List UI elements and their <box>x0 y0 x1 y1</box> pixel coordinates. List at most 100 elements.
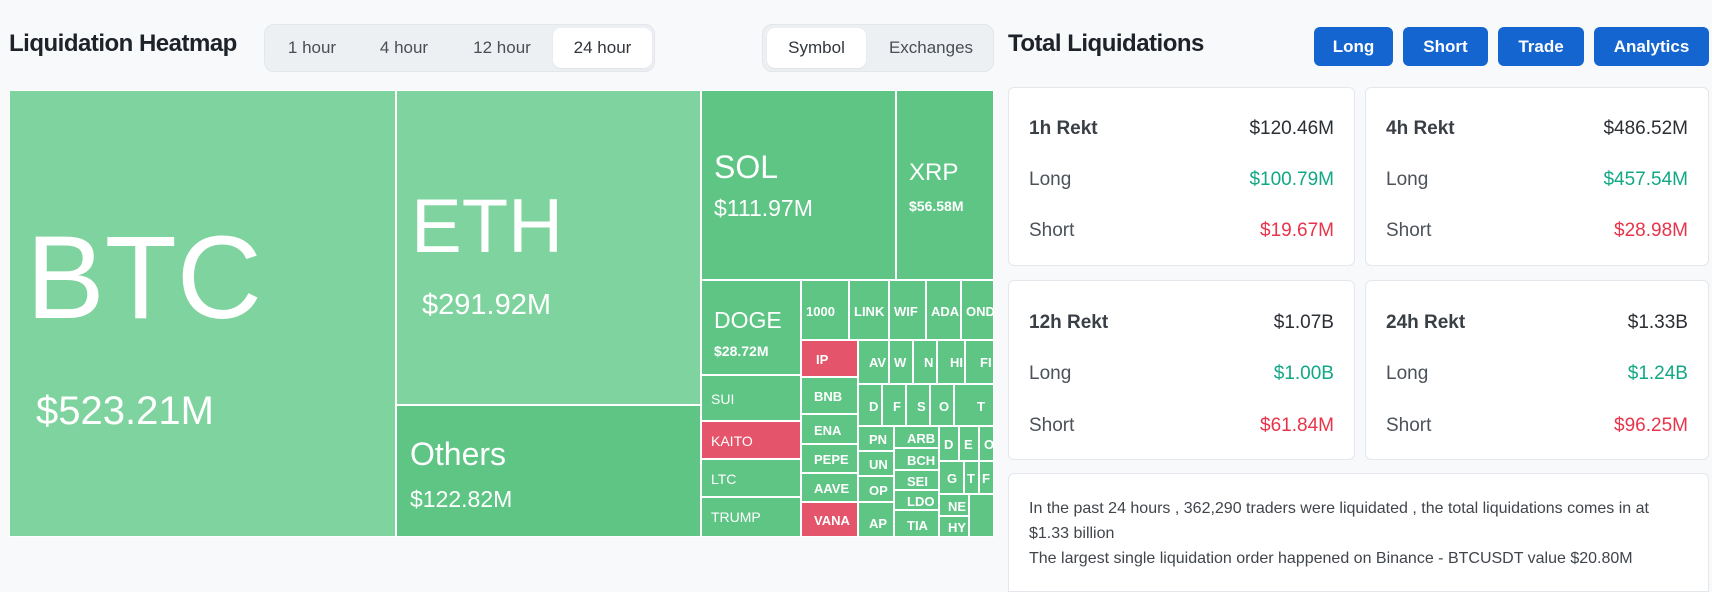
tile-ltc[interactable]: LTC <box>701 459 801 497</box>
tile-ip[interactable]: IP <box>801 340 858 377</box>
tile-ondo[interactable]: ONDO <box>961 280 994 340</box>
tile-small[interactable]: D <box>858 384 882 426</box>
tile-sui[interactable]: SUI <box>701 375 801 421</box>
heatmap-title: Liquidation Heatmap <box>9 30 237 57</box>
tile-small-symbol: T <box>967 471 975 486</box>
tile-wif[interactable]: WIF <box>889 280 926 340</box>
total-liquidations-title: Total Liquidations <box>1008 30 1204 57</box>
tile-others-symbol: Others <box>410 436 507 472</box>
tile-small[interactable]: O <box>979 426 994 461</box>
tile-small-symbol: O <box>939 399 950 414</box>
rekt-period-label: 1h Rekt <box>1029 118 1098 139</box>
tile-vana-symbol: VANA <box>814 513 850 528</box>
tile-eth[interactable]: ETH $291.92M <box>396 90 701 405</box>
tile-small-symbol: FI <box>980 355 992 370</box>
tab-exchanges[interactable]: Exchanges <box>888 38 974 57</box>
tile-small-symbol: W <box>894 355 907 370</box>
tile-small[interactable]: F <box>979 461 994 494</box>
tab-12-hour[interactable]: 12 hour <box>473 38 531 57</box>
long-value: $100.79M <box>1249 169 1334 190</box>
tile-small[interactable]: TIA <box>894 510 939 537</box>
rekt-period-label: 12h Rekt <box>1029 312 1109 333</box>
tile-small[interactable]: T <box>964 461 979 494</box>
tile-eth-symbol: ETH <box>411 184 563 269</box>
tile-1000[interactable]: 1000 <box>801 280 849 340</box>
tile-small[interactable]: O <box>930 384 954 426</box>
tile-small[interactable]: E <box>959 426 979 461</box>
tab-24-hour[interactable]: 24 hour <box>553 28 652 68</box>
tile-btc[interactable]: BTC $523.21M <box>9 90 396 537</box>
tile-aave[interactable]: AAVE <box>801 473 858 502</box>
timeframe-selector: 1 hour 4 hour 12 hour 24 hour <box>264 24 655 72</box>
tile-xrp-symbol: XRP <box>909 159 959 186</box>
tile-small[interactable]: S <box>906 384 930 426</box>
tile-small[interactable]: AV <box>858 340 889 384</box>
analytics-button[interactable]: Analytics <box>1594 27 1709 66</box>
group-selector: Symbol Exchanges <box>762 24 994 72</box>
tile-small[interactable]: HI <box>937 340 965 384</box>
tile-xrp[interactable]: XRP $56.58M <box>896 90 994 280</box>
tile-small[interactable]: N <box>913 340 937 384</box>
tile-small-symbol: OP <box>869 483 888 498</box>
tile-bnb-symbol: BNB <box>814 389 843 404</box>
tab-1-hour[interactable]: 1 hour <box>287 38 337 57</box>
short-value: $61.84M <box>1260 415 1334 436</box>
tab-symbol[interactable]: Symbol <box>767 28 866 68</box>
tile-small-symbol: SEI <box>907 474 928 489</box>
tile-trump-symbol: TRUMP <box>711 509 761 525</box>
tile-kaito-symbol: KAITO <box>711 433 753 449</box>
tab-4-hour[interactable]: 4 hour <box>379 38 429 57</box>
tile-kaito[interactable]: KAITO <box>701 421 801 459</box>
tile-small-symbol: BCH <box>907 453 936 468</box>
tile-small[interactable]: SEI <box>894 470 939 490</box>
tile-others[interactable]: Others $122.82M <box>396 405 701 537</box>
tile-small[interactable]: NE <box>939 494 969 516</box>
tile-small[interactable]: D <box>939 426 959 461</box>
rekt-total-value: $486.52M <box>1603 118 1688 139</box>
rekt-card-1h: 1h Rekt $120.46M Long $100.79M Short $19.67… <box>1008 87 1355 266</box>
tile-ena[interactable]: ENA <box>801 414 858 444</box>
tile-small-symbol: D <box>869 399 879 414</box>
tile-small-symbol: S <box>917 399 926 414</box>
tile-small[interactable]: AP <box>858 502 894 537</box>
tile-sol[interactable]: SOL $111.97M <box>701 90 896 280</box>
long-button[interactable]: Long <box>1314 27 1393 66</box>
tile-pepe[interactable]: PEPE <box>801 444 858 473</box>
tile-ada[interactable]: ADA <box>926 280 961 340</box>
tile-sol-value: $111.97M <box>714 195 813 221</box>
rekt-total-value: $1.07B <box>1273 312 1334 333</box>
tile-aave-symbol: AAVE <box>814 481 850 496</box>
long-label: Long <box>1386 363 1429 384</box>
tile-small[interactable]: ARB <box>894 426 939 448</box>
tile-vana[interactable]: VANA <box>801 502 858 537</box>
rekt-period-label: 24h Rekt <box>1386 312 1466 333</box>
tile-small[interactable]: HY <box>939 516 969 537</box>
tile-small[interactable]: F <box>882 384 906 426</box>
tile-small[interactable]: UN <box>858 451 894 476</box>
tile-trump[interactable]: TRUMP <box>701 497 801 537</box>
tile-ada-symbol: ADA <box>931 304 960 319</box>
tile-bnb[interactable]: BNB <box>801 377 858 414</box>
tile-doge[interactable]: DOGE $28.72M <box>701 280 801 375</box>
summary-text: In the past 24 hours , 362,290 traders w… <box>1029 500 1649 542</box>
trade-button[interactable]: Trade <box>1498 27 1584 66</box>
tile-link-symbol: LINK <box>854 304 885 319</box>
tile-ena-symbol: ENA <box>814 423 842 438</box>
tile-doge-symbol: DOGE <box>714 307 782 333</box>
tile-link[interactable]: LINK <box>849 280 889 340</box>
tile-small[interactable]: T <box>954 384 994 426</box>
tile-small-symbol: N <box>924 355 934 370</box>
tile-small[interactable]: OP <box>858 476 894 502</box>
tile-sui-symbol: SUI <box>711 391 735 407</box>
tile-small[interactable] <box>969 494 994 537</box>
tile-small[interactable]: LDO <box>894 490 939 510</box>
tile-small[interactable]: W <box>889 340 913 384</box>
tile-ondo-symbol: ONDO <box>966 304 994 319</box>
tile-small[interactable]: BCH <box>894 448 939 470</box>
tile-small-symbol: AP <box>869 516 888 531</box>
tile-small[interactable]: FI <box>965 340 994 384</box>
long-label: Long <box>1029 363 1072 384</box>
tile-small[interactable]: G <box>939 461 964 494</box>
tile-small[interactable]: PN <box>858 426 894 451</box>
short-button[interactable]: Short <box>1403 27 1488 66</box>
